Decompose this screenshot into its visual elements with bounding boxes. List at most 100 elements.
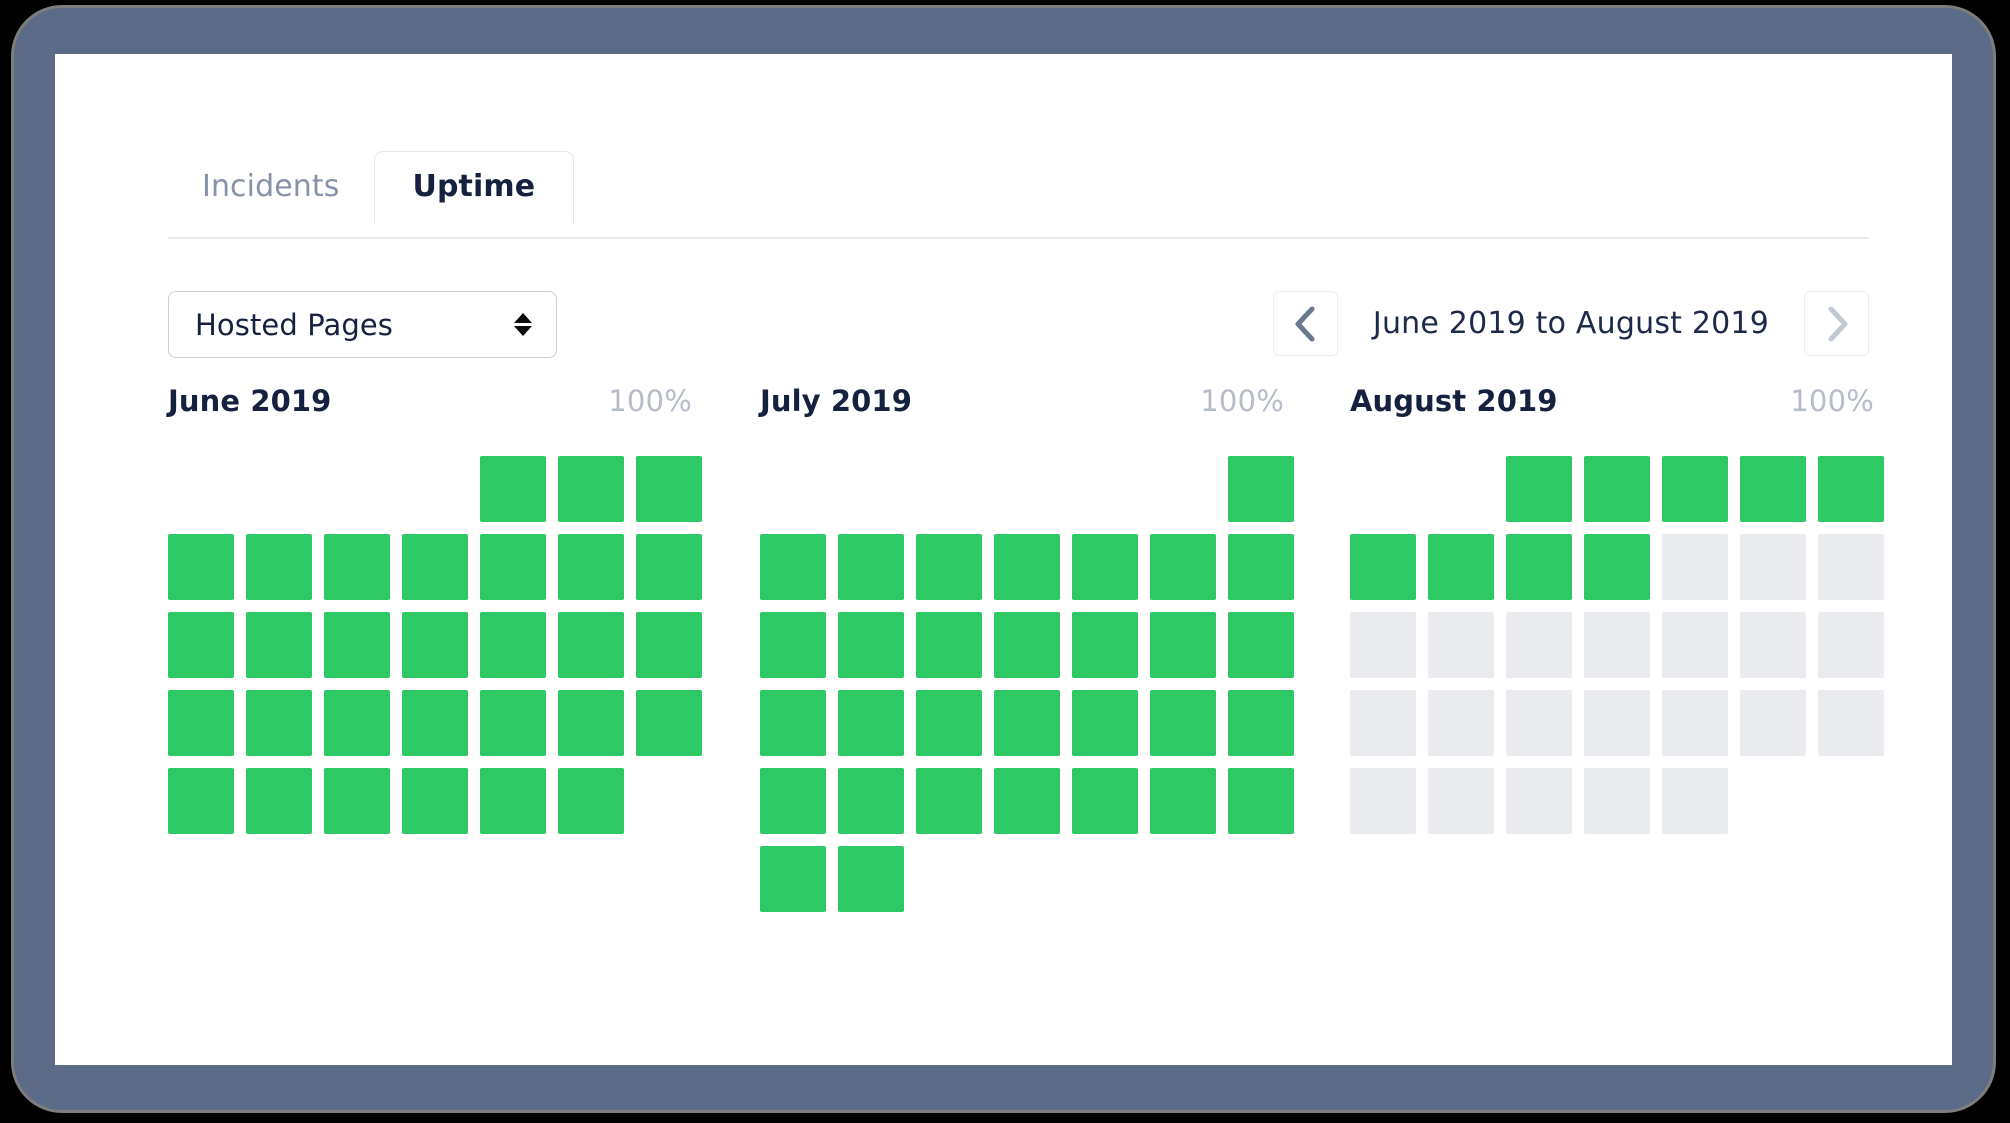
tab-incidents[interactable]: Incidents — [168, 151, 374, 223]
day-cell[interactable] — [1584, 612, 1650, 678]
day-cell[interactable] — [480, 612, 546, 678]
prev-range-button[interactable] — [1272, 291, 1338, 356]
day-cell[interactable] — [324, 534, 390, 600]
day-cell[interactable] — [1428, 612, 1494, 678]
day-cell[interactable] — [1350, 612, 1416, 678]
day-cell[interactable] — [994, 690, 1060, 756]
day-cell[interactable] — [168, 690, 234, 756]
day-cell[interactable] — [838, 846, 904, 912]
day-cell[interactable] — [760, 690, 826, 756]
day-cell[interactable] — [760, 612, 826, 678]
day-cell[interactable] — [1818, 456, 1884, 522]
day-cell[interactable] — [838, 690, 904, 756]
day-cell[interactable] — [1584, 690, 1650, 756]
day-cell[interactable] — [480, 534, 546, 600]
day-cell[interactable] — [838, 534, 904, 600]
day-cell[interactable] — [1150, 534, 1216, 600]
day-cell[interactable] — [1228, 456, 1294, 522]
day-cell[interactable] — [1740, 612, 1806, 678]
day-cell[interactable] — [1584, 768, 1650, 834]
day-cell[interactable] — [558, 534, 624, 600]
day-cell-spacer — [168, 456, 234, 522]
page-select[interactable]: Hosted Pages — [168, 291, 557, 358]
day-cell[interactable] — [1506, 534, 1572, 600]
day-cell[interactable] — [1350, 768, 1416, 834]
day-cell[interactable] — [1740, 456, 1806, 522]
day-cell[interactable] — [480, 456, 546, 522]
day-cell[interactable] — [994, 534, 1060, 600]
day-cell[interactable] — [168, 534, 234, 600]
day-cell[interactable] — [916, 690, 982, 756]
day-cell[interactable] — [558, 768, 624, 834]
day-cell[interactable] — [1228, 534, 1294, 600]
day-cell[interactable] — [1228, 690, 1294, 756]
day-cell[interactable] — [1506, 690, 1572, 756]
day-cell[interactable] — [636, 456, 702, 522]
day-cell[interactable] — [558, 690, 624, 756]
day-cell[interactable] — [246, 768, 312, 834]
day-cell[interactable] — [1584, 534, 1650, 600]
day-cell[interactable] — [636, 690, 702, 756]
day-cell[interactable] — [1150, 612, 1216, 678]
day-cell[interactable] — [246, 534, 312, 600]
day-cell[interactable] — [760, 768, 826, 834]
day-cell[interactable] — [916, 612, 982, 678]
day-cell[interactable] — [994, 612, 1060, 678]
day-cell[interactable] — [1228, 768, 1294, 834]
day-cell[interactable] — [558, 612, 624, 678]
day-cell[interactable] — [916, 534, 982, 600]
day-cell[interactable] — [916, 768, 982, 834]
day-cell[interactable] — [1506, 768, 1572, 834]
day-cell[interactable] — [838, 612, 904, 678]
day-cell[interactable] — [402, 768, 468, 834]
day-cell[interactable] — [1072, 690, 1138, 756]
day-cell[interactable] — [1818, 690, 1884, 756]
next-range-button[interactable] — [1804, 291, 1869, 356]
day-cell[interactable] — [838, 768, 904, 834]
tab-uptime[interactable]: Uptime — [373, 151, 575, 224]
day-cell[interactable] — [246, 612, 312, 678]
day-cell[interactable] — [1150, 690, 1216, 756]
day-cell[interactable] — [1662, 768, 1728, 834]
day-cell[interactable] — [1740, 534, 1806, 600]
day-cell[interactable] — [1818, 534, 1884, 600]
day-cell[interactable] — [168, 768, 234, 834]
day-cell[interactable] — [246, 690, 312, 756]
day-cell[interactable] — [1662, 534, 1728, 600]
day-cell[interactable] — [402, 690, 468, 756]
day-cell[interactable] — [1506, 612, 1572, 678]
day-cell[interactable] — [480, 690, 546, 756]
day-cell[interactable] — [1228, 612, 1294, 678]
day-cell[interactable] — [1740, 690, 1806, 756]
day-cell[interactable] — [324, 768, 390, 834]
day-cell[interactable] — [324, 612, 390, 678]
day-cell[interactable] — [1428, 690, 1494, 756]
day-cell[interactable] — [558, 456, 624, 522]
day-cell[interactable] — [636, 534, 702, 600]
day-grid — [1350, 456, 1884, 834]
day-cell[interactable] — [1584, 456, 1650, 522]
day-cell[interactable] — [480, 768, 546, 834]
day-cell[interactable] — [1350, 534, 1416, 600]
day-cell[interactable] — [1350, 690, 1416, 756]
day-cell[interactable] — [636, 612, 702, 678]
day-cell[interactable] — [760, 534, 826, 600]
day-cell[interactable] — [1662, 456, 1728, 522]
day-cell[interactable] — [324, 690, 390, 756]
day-cell[interactable] — [994, 768, 1060, 834]
day-cell[interactable] — [1506, 456, 1572, 522]
day-cell[interactable] — [1662, 612, 1728, 678]
day-cell[interactable] — [1072, 612, 1138, 678]
day-cell[interactable] — [1818, 612, 1884, 678]
day-cell-spacer — [246, 456, 312, 522]
day-cell[interactable] — [760, 846, 826, 912]
day-cell[interactable] — [1150, 768, 1216, 834]
day-cell[interactable] — [1428, 768, 1494, 834]
day-cell[interactable] — [168, 612, 234, 678]
day-cell[interactable] — [402, 612, 468, 678]
day-cell[interactable] — [402, 534, 468, 600]
day-cell[interactable] — [1072, 768, 1138, 834]
day-cell[interactable] — [1662, 690, 1728, 756]
day-cell[interactable] — [1428, 534, 1494, 600]
day-cell[interactable] — [1072, 534, 1138, 600]
